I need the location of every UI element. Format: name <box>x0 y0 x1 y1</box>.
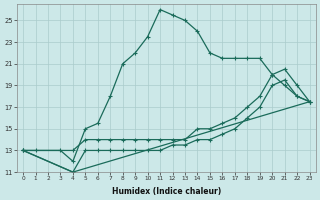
X-axis label: Humidex (Indice chaleur): Humidex (Indice chaleur) <box>112 187 221 196</box>
